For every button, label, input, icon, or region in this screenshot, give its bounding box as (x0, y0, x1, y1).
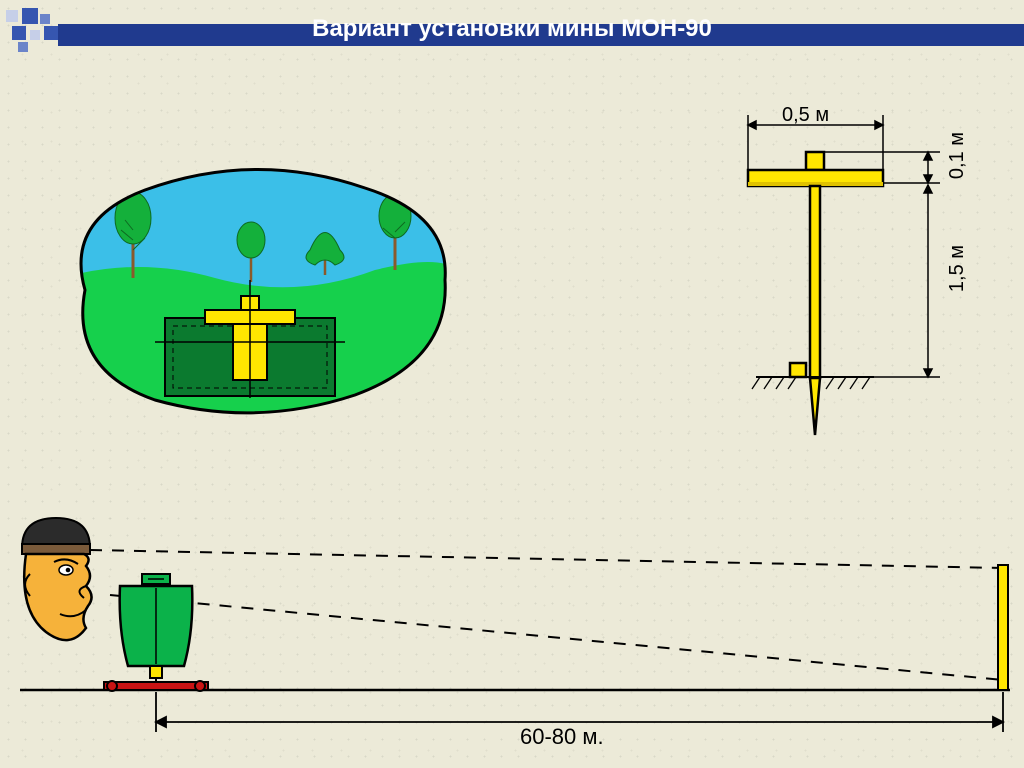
mine-device-icon (104, 574, 208, 691)
landscape-vignette (55, 160, 455, 420)
sight-line-lower (110, 595, 1003, 680)
dim-stake-width: 0,5 м (782, 104, 829, 127)
operator-face-icon (22, 518, 92, 640)
sighting-scene (0, 510, 1024, 760)
dim-ground-distance: 60-80 м. (520, 724, 604, 750)
aiming-post-icon (998, 565, 1008, 690)
page-title: Вариант установки мины МОН-90 (0, 12, 1024, 46)
dim-stake-height: 1,5 м (946, 245, 969, 292)
title-bar: Вариант установки мины МОН-90 (0, 12, 1024, 46)
dim-stake-tab: 0,1 м (946, 132, 969, 179)
sight-line-upper (90, 550, 1003, 568)
